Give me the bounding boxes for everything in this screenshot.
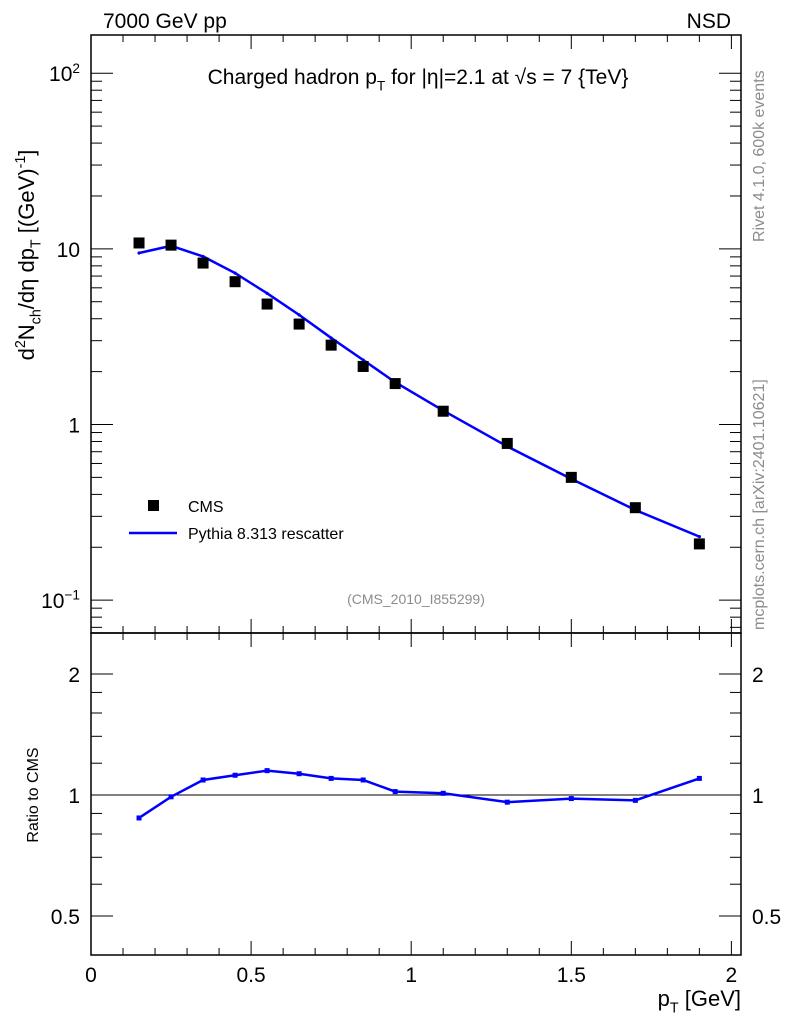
- x-tick-label: 0.5: [236, 964, 265, 987]
- mcplots-label: mcplots.cern.ch [arXiv:2401.10621]: [751, 379, 768, 630]
- rivet-label: Rivet 4.1.0, 600k events: [751, 70, 768, 242]
- ratio-line: [138, 769, 700, 819]
- ratio-point: [504, 799, 510, 805]
- ratio-point: [168, 794, 174, 800]
- ratio-point: [696, 775, 702, 781]
- ratio-point: [200, 777, 206, 783]
- ratio-y-tick-label-right: 2: [752, 664, 764, 687]
- cms-marker: [293, 318, 305, 330]
- cms-marker: [229, 276, 241, 288]
- pythia-line: [138, 244, 700, 538]
- y-axis-label: d2Nch/dη dpT [(GeV)-1]: [13, 150, 44, 361]
- ratio-y-tick-label: 1: [68, 785, 80, 808]
- ratio-point: [136, 815, 142, 821]
- legend-cms-marker: [148, 500, 159, 511]
- x-axis-label: pT [GeV]: [658, 986, 741, 1017]
- cms-marker: [629, 502, 641, 514]
- main-frame: [90, 34, 742, 634]
- ratio-y-tick-label: 0.5: [51, 906, 80, 929]
- ratio-point: [360, 777, 366, 783]
- pythia-point: [297, 313, 301, 317]
- ratio-point: [264, 768, 270, 774]
- ratio-point: [568, 796, 574, 802]
- analysis-id: (CMS_2010_I855299): [347, 591, 485, 607]
- y-tick-label: 10: [57, 239, 80, 262]
- x-tick-label: 1: [405, 964, 417, 987]
- x-tick-label: 2: [726, 964, 738, 987]
- ratio-y-tick-label-right: 1: [752, 785, 764, 808]
- legend-cms-label: CMS: [188, 499, 224, 516]
- ratio-point: [296, 771, 302, 777]
- cms-marker: [357, 360, 369, 372]
- cms-marker: [165, 239, 177, 251]
- cms-marker: [261, 298, 273, 310]
- cms-marker: [565, 471, 577, 483]
- cms-marker: [389, 378, 401, 390]
- ratio-y-axis-label: Ratio to CMS: [25, 747, 42, 842]
- cms-marker: [197, 257, 209, 269]
- pythia-point: [361, 358, 365, 362]
- cms-marker: [437, 405, 449, 417]
- ratio-point: [392, 789, 398, 795]
- cms-marker: [501, 437, 513, 449]
- cms-marker: [325, 339, 337, 351]
- x-tick-label: 0: [85, 964, 97, 987]
- y-tick-label: 10−1: [41, 588, 80, 613]
- ratio-point: [632, 797, 638, 803]
- y-tick-label: 102: [49, 61, 80, 86]
- ratio-point: [440, 790, 446, 796]
- x-tick-label: 1.5: [557, 964, 586, 987]
- cms-marker: [133, 237, 145, 249]
- ratio-y-tick-label: 2: [68, 664, 80, 687]
- y-tick-label: 1: [68, 414, 80, 437]
- pythia-point: [137, 251, 141, 255]
- legend-pythia-label: Pythia 8.313 rescatter: [188, 526, 344, 543]
- main-panel: 102 10 1 10−1 d2Nch/dη dpT [(GeV)-1] Charged …: [13, 34, 742, 634]
- cms-marker: [693, 538, 705, 550]
- ratio-point: [328, 775, 334, 781]
- pythia-point: [265, 291, 269, 295]
- pythia-point: [201, 254, 205, 259]
- ratio-y-tick-label-right: 0.5: [752, 906, 781, 929]
- chart-title: Charged hadron pT for |η|=2.1 at √s = 7 …: [208, 66, 629, 93]
- pythia-point: [233, 271, 237, 275]
- pythia-point: [329, 336, 333, 340]
- pythia-point: [697, 535, 701, 539]
- header-left: 7000 GeV pp: [103, 10, 227, 33]
- ratio-frame: [90, 632, 742, 956]
- ratio-point: [232, 772, 238, 778]
- header-right: NSD: [687, 10, 731, 33]
